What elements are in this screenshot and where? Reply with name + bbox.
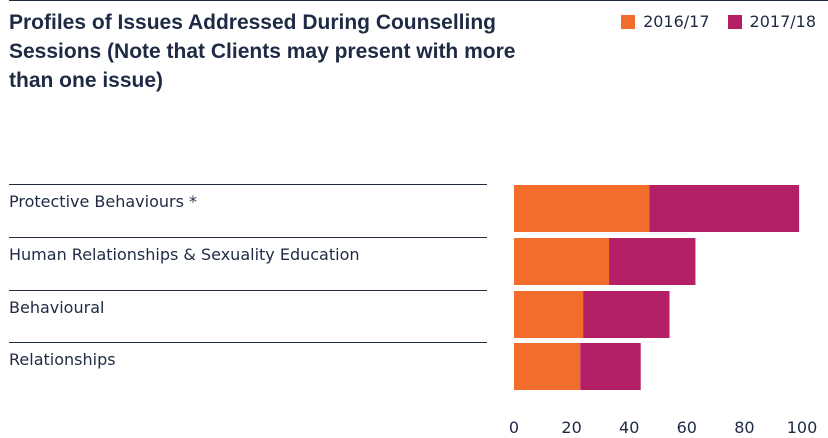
bar-segment-2016-17: [514, 238, 610, 285]
category-label: Human Relationships & Sexuality Educatio…: [9, 237, 487, 265]
legend-swatch-2017-18: [727, 14, 742, 29]
x-tick-label: 40: [619, 418, 639, 437]
legend-swatch-2016-17: [621, 14, 636, 29]
category-label: Relationships: [9, 342, 487, 370]
chart-title: Profiles of Issues Addressed During Coun…: [9, 11, 516, 92]
category-label: Behavioural: [9, 290, 487, 318]
x-tick-label: 80: [734, 418, 754, 437]
bar-segment-2016-17: [514, 185, 650, 232]
x-tick-label: 100: [787, 418, 818, 437]
x-tick-label: 20: [561, 418, 581, 437]
category-label: Protective Behaviours *: [9, 184, 487, 212]
legend-label-2017-18: 2017/18: [749, 12, 816, 31]
bar-segment-2016-17: [514, 291, 584, 338]
legend-label-2016-17: 2016/17: [643, 12, 710, 31]
bar-segment-2017-18: [580, 343, 641, 390]
bar-segment-2017-18: [649, 185, 800, 232]
x-tick-label: 0: [509, 418, 519, 437]
bar-segment-2017-18: [583, 291, 670, 338]
legend: 2016/17 2017/18: [621, 12, 816, 31]
legend-item-2016-17: 2016/17: [621, 12, 710, 31]
legend-item-2017-18: 2017/18: [727, 12, 816, 31]
x-tick-label: 60: [677, 418, 697, 437]
bar-segment-2017-18: [609, 238, 696, 285]
bar-segment-2016-17: [514, 343, 581, 390]
top-rule: [9, 0, 828, 1]
